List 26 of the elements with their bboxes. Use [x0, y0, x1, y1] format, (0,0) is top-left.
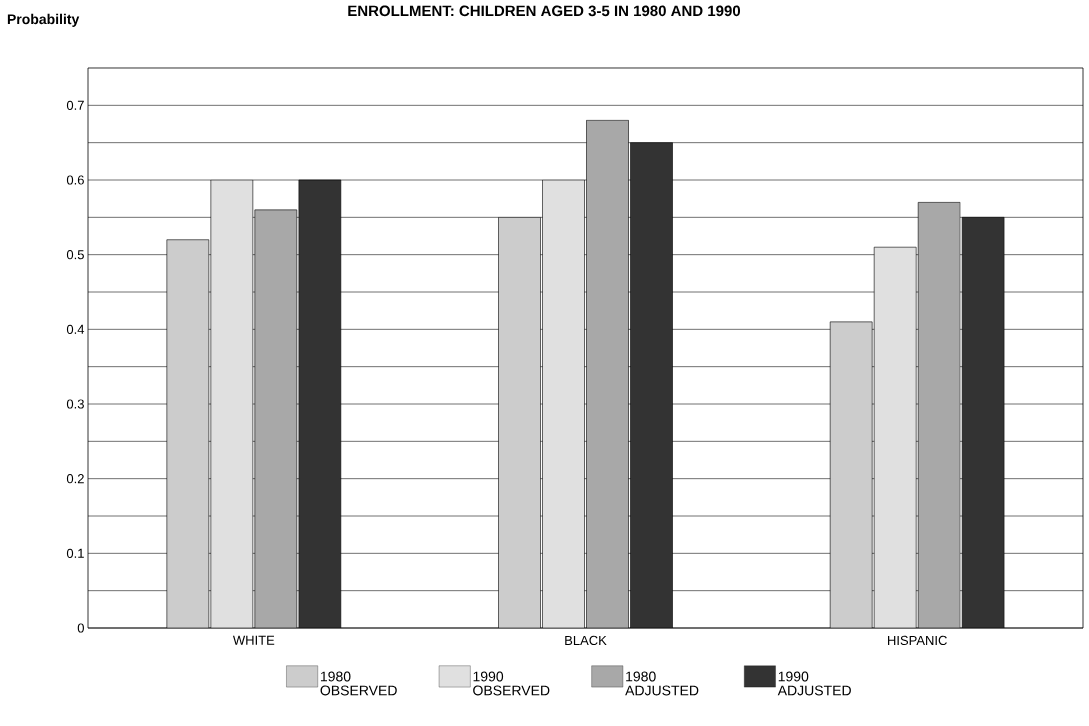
bar	[961, 217, 1005, 628]
x-tick-label: BLACK	[565, 635, 607, 645]
legend-label: 1990 ADJUSTED	[777, 671, 851, 696]
y-tick-label: 0.3	[66, 399, 84, 409]
y-tick-label: 0	[77, 623, 84, 633]
y-tick-label: 0.4	[66, 324, 85, 334]
x-tick-label: HISPANIC	[888, 635, 947, 645]
y-tick-label: 0.5	[66, 250, 84, 260]
bar	[498, 217, 541, 628]
x-tick-label: WHITE	[232, 635, 275, 645]
bar	[873, 246, 917, 628]
legend-label: 1990 OBSERVED	[473, 671, 550, 696]
bar	[298, 179, 342, 628]
legend-label: 1980 ADJUSTED	[625, 671, 699, 696]
y-tick-label: 0.1	[66, 548, 84, 558]
y-tick-label: 0.2	[66, 474, 84, 484]
chart-title: ENROLLMENT: CHILDREN AGED 3-5 IN 1980 AND 1990	[348, 5, 741, 17]
bar	[542, 179, 585, 628]
y-tick-label: 0.7	[66, 100, 84, 110]
bar	[166, 239, 210, 628]
y-axis-title: Probability	[7, 13, 80, 27]
legend-label: 1980 OBSERVED	[320, 671, 397, 696]
bar	[630, 142, 673, 628]
bar	[829, 321, 873, 628]
y-tick-label: 0.6	[66, 175, 84, 185]
bar	[210, 179, 254, 628]
